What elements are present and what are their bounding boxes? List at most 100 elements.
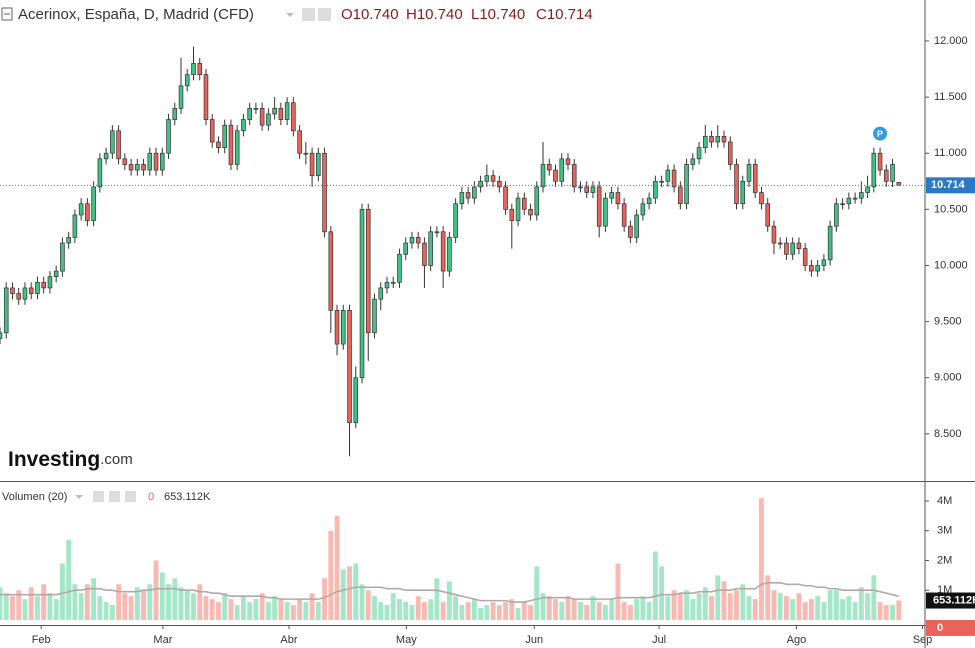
- volume-bar: [134, 587, 140, 620]
- candle-body: [765, 203, 770, 227]
- candle-body: [172, 107, 178, 120]
- candle-body: [72, 214, 78, 238]
- volume-bar: [334, 515, 340, 620]
- volume-bar: [234, 605, 240, 620]
- candle-body: [128, 164, 134, 171]
- candle-body: [422, 242, 427, 266]
- volume-bar: [883, 605, 889, 620]
- volume-bar: [609, 599, 615, 620]
- candle-body: [309, 152, 315, 177]
- candle-body: [3, 287, 9, 334]
- candle-body: [896, 182, 902, 186]
- volume-bar: [771, 590, 777, 620]
- candle-body: [465, 192, 471, 199]
- candle-body: [53, 270, 59, 278]
- volume-bar: [509, 599, 515, 620]
- x-tick-label: Feb: [32, 634, 51, 646]
- candle-body: [821, 259, 827, 266]
- candle-body: [241, 119, 246, 132]
- candle-body: [734, 164, 739, 205]
- candle-body: [110, 130, 115, 154]
- candle-body: [590, 186, 596, 193]
- volume-bar: [852, 602, 858, 620]
- candle-body: [322, 152, 327, 233]
- candle-body: [178, 85, 184, 109]
- candle-body: [159, 152, 165, 171]
- volume-bar: [109, 605, 115, 620]
- volume-bar: [840, 599, 846, 620]
- volume-bar: [702, 587, 708, 620]
- volume-bar: [721, 581, 727, 620]
- candle-body: [752, 164, 758, 193]
- candle-body: [534, 186, 540, 216]
- y-tick-label: 9.000: [934, 372, 962, 384]
- settings-icon[interactable]: [302, 8, 315, 21]
- candle-body: [47, 276, 53, 289]
- volume-bar: [141, 590, 146, 620]
- candle-body: [709, 136, 714, 143]
- volume-bar: [858, 587, 864, 620]
- candle-body: [135, 164, 140, 171]
- volume-bar: [128, 596, 134, 620]
- volume-bar: [247, 602, 253, 620]
- candle-body: [440, 231, 446, 272]
- candle-body: [409, 237, 415, 244]
- volume-bar: [41, 584, 47, 620]
- settings-icon[interactable]: [318, 8, 331, 21]
- close-icon[interactable]: [125, 491, 136, 502]
- settings-icon[interactable]: [93, 491, 104, 502]
- volume-bar: [91, 578, 97, 620]
- candle-body: [216, 141, 221, 148]
- volume-bar: [833, 590, 839, 620]
- candle-body: [78, 203, 84, 216]
- candle-body: [522, 197, 527, 210]
- candle-body: [571, 164, 577, 188]
- candle-body: [184, 74, 190, 87]
- candle-body: [447, 237, 452, 272]
- volume-bar: [578, 602, 583, 620]
- dropdown-icon[interactable]: [286, 13, 294, 17]
- collapse-icon[interactable]: [1, 7, 13, 21]
- x-tick-label: Abr: [280, 634, 297, 646]
- volume-bar: [203, 596, 209, 620]
- volume-bar: [153, 560, 159, 620]
- dropdown-icon[interactable]: [75, 495, 83, 499]
- candle-body: [490, 175, 496, 182]
- volume-bar: [815, 596, 821, 620]
- candle-body: [122, 158, 128, 165]
- volume-bar: [309, 593, 315, 620]
- volume-bar: [453, 596, 459, 620]
- candle-body: [222, 124, 227, 148]
- candle-body: [696, 147, 702, 160]
- candle-body: [884, 169, 889, 182]
- volume-bar: [740, 584, 746, 620]
- y2-tick-label: 4M: [937, 495, 952, 507]
- volume-bar: [440, 602, 446, 620]
- settings-icon[interactable]: [109, 491, 120, 502]
- volume-bar: [627, 605, 633, 620]
- volume-bar: [284, 602, 290, 620]
- candle-body: [852, 197, 858, 200]
- candle-body: [646, 197, 652, 205]
- volume-bar: [409, 605, 415, 620]
- last-volume-label: 653.112K: [933, 594, 975, 606]
- axes: 8.500 9.000 9.500 10.000 10.500 11.000 11.500 1…: [32, 35, 975, 646]
- candle-body: [35, 281, 40, 294]
- candle-body: [297, 130, 302, 154]
- last-volume-badge: [926, 592, 975, 609]
- volume-bar: [671, 590, 677, 620]
- candle-body: [634, 214, 639, 238]
- volume-bar: [259, 593, 265, 620]
- candle-body: [596, 186, 602, 227]
- volume-bar: [384, 605, 390, 620]
- candle-body: [740, 180, 746, 205]
- candle-body: [890, 164, 895, 182]
- volume-bar: [584, 605, 590, 620]
- volume-bar: [66, 539, 72, 620]
- candle-body: [721, 136, 727, 143]
- candle-body: [191, 63, 196, 75]
- candle-body: [266, 113, 271, 126]
- volume-bar: [677, 593, 683, 620]
- candle-body: [203, 74, 209, 120]
